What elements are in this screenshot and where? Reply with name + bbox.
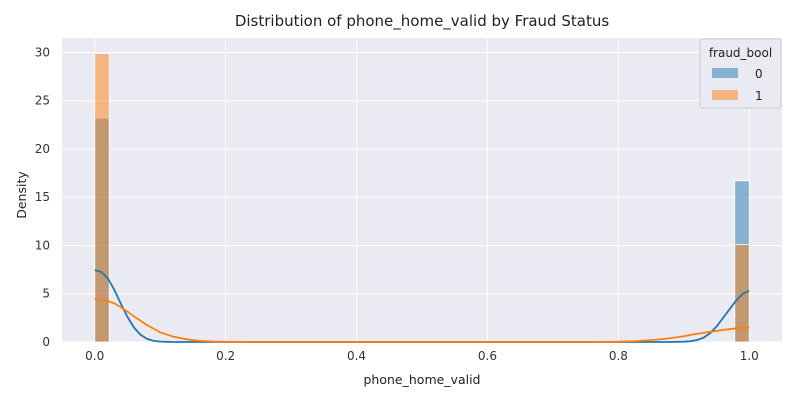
y-tick-label: 20 <box>35 142 50 156</box>
x-tick-label: 0.4 <box>347 349 366 363</box>
x-tick-label: 0.8 <box>609 349 628 363</box>
y-axis-label: Density <box>14 171 29 219</box>
x-tick-label: 1.0 <box>740 349 759 363</box>
x-axis-label: phone_home_valid <box>364 372 481 387</box>
bar-series-1-0 <box>94 53 110 343</box>
plot-area <box>62 38 782 342</box>
histogram-bars <box>94 53 750 343</box>
x-ticks: 0.0 0.2 0.4 0.6 0.8 1.0 <box>85 349 759 363</box>
x-tick-label: 0.6 <box>478 349 497 363</box>
y-tick-label: 0 <box>42 335 50 349</box>
legend-label-1: 1 <box>755 89 763 103</box>
y-tick-label: 15 <box>35 190 50 204</box>
chart-title: Distribution of phone_home_valid by Frau… <box>235 12 610 31</box>
kde-line-series-1 <box>94 298 750 343</box>
y-ticks: 0 5 10 15 20 25 30 <box>35 45 50 349</box>
y-tick-label: 25 <box>35 94 50 108</box>
x-tick-label: 0.2 <box>216 349 235 363</box>
legend: fraud_bool 0 1 <box>699 38 782 109</box>
legend-swatch-0 <box>712 68 738 78</box>
x-tick-label: 0.0 <box>85 349 104 363</box>
y-tick-label: 10 <box>35 238 50 252</box>
y-tick-label: 30 <box>35 45 50 59</box>
legend-swatch-1 <box>712 90 738 100</box>
y-tick-label: 5 <box>42 287 50 301</box>
legend-label-0: 0 <box>755 67 763 81</box>
legend-title: fraud_bool <box>709 46 772 60</box>
kde-curves <box>94 269 750 343</box>
